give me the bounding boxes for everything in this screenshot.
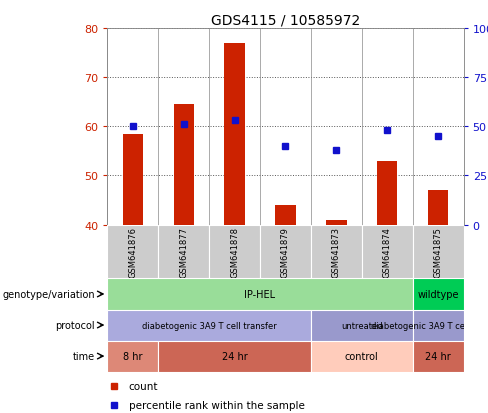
Bar — [158, 341, 311, 372]
Text: 24 hr: 24 hr — [222, 351, 247, 361]
Text: GSM641874: GSM641874 — [383, 227, 392, 277]
Text: diabetogenic 3A9 T cell transfer: diabetogenic 3A9 T cell transfer — [371, 321, 488, 330]
Text: GSM641873: GSM641873 — [332, 226, 341, 278]
Bar — [158, 225, 209, 279]
Bar — [311, 225, 362, 279]
Text: IP-HEL: IP-HEL — [244, 289, 276, 299]
Bar — [377, 161, 397, 225]
Text: control: control — [345, 351, 379, 361]
Bar — [122, 134, 143, 225]
Text: time: time — [73, 351, 95, 361]
Text: count: count — [129, 381, 158, 391]
Bar — [107, 310, 311, 341]
Bar — [260, 225, 311, 279]
Text: percentile rank within the sample: percentile rank within the sample — [129, 400, 305, 410]
Bar — [209, 225, 260, 279]
Bar — [224, 44, 245, 225]
Bar — [362, 225, 413, 279]
Title: GDS4115 / 10585972: GDS4115 / 10585972 — [211, 14, 360, 28]
Bar — [413, 279, 464, 310]
Text: GSM641878: GSM641878 — [230, 226, 239, 278]
Text: GSM641879: GSM641879 — [281, 227, 290, 277]
Bar — [413, 310, 464, 341]
Text: diabetogenic 3A9 T cell transfer: diabetogenic 3A9 T cell transfer — [142, 321, 277, 330]
Bar — [107, 341, 158, 372]
Text: GSM641877: GSM641877 — [179, 226, 188, 278]
Text: wildtype: wildtype — [417, 289, 459, 299]
Text: genotype/variation: genotype/variation — [2, 289, 95, 299]
Bar — [107, 225, 158, 279]
Text: GSM641876: GSM641876 — [128, 226, 137, 278]
Bar — [311, 341, 413, 372]
Bar — [413, 225, 464, 279]
Bar — [107, 279, 413, 310]
Bar — [326, 220, 346, 225]
Text: protocol: protocol — [56, 320, 95, 330]
Text: GSM641875: GSM641875 — [434, 227, 443, 277]
Bar — [311, 310, 413, 341]
Bar — [174, 105, 194, 225]
Bar — [413, 341, 464, 372]
Bar — [428, 191, 448, 225]
Text: untreated: untreated — [341, 321, 383, 330]
Bar — [275, 206, 296, 225]
Text: 24 hr: 24 hr — [425, 351, 451, 361]
Text: 8 hr: 8 hr — [123, 351, 142, 361]
